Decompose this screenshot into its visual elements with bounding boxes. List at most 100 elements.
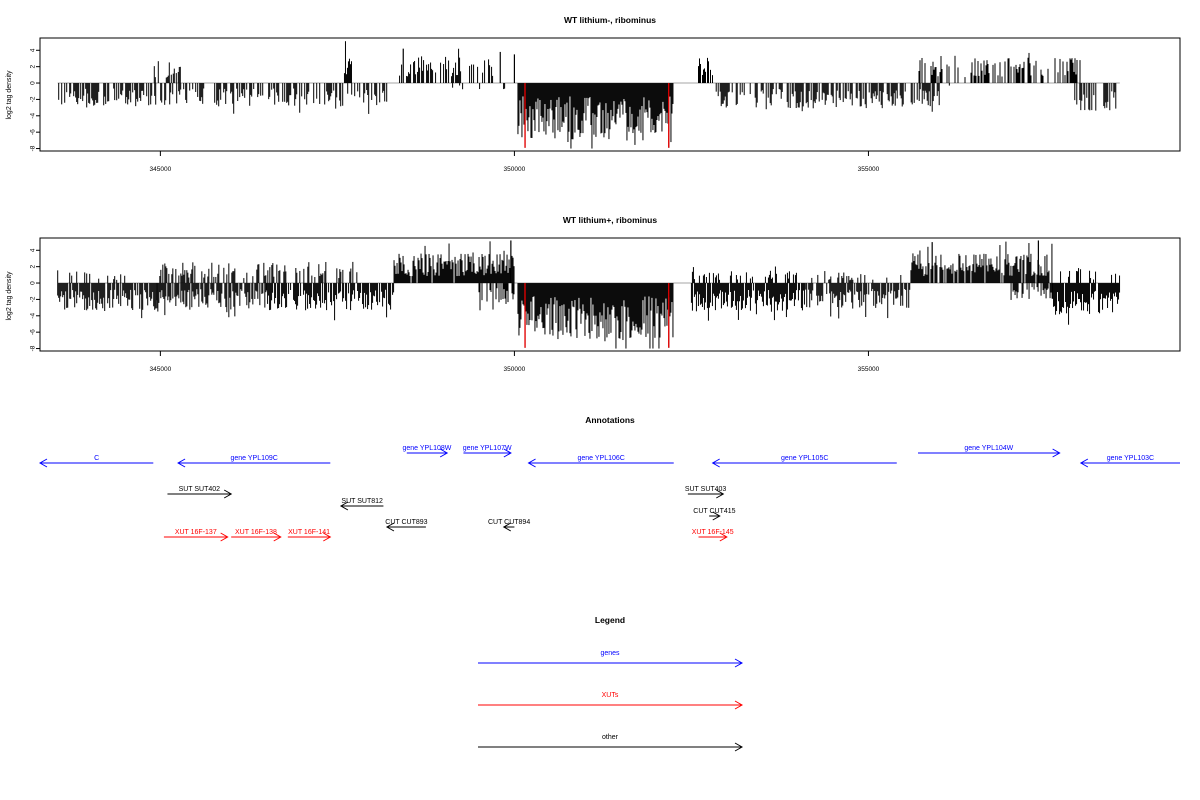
legend-label: XUTs — [602, 692, 619, 699]
coverage-panel-lithium-minus: WT lithium-, ribominus log2 tag density … — [6, 15, 1181, 173]
annotation-arrow-head — [439, 448, 449, 458]
annotation-label: SUT SUT812 — [341, 498, 383, 505]
y-axis-label: log2 tag density — [6, 70, 13, 120]
y-tick-label: -2 — [30, 96, 37, 102]
y-tick-label: -2 — [30, 296, 37, 302]
annotation-arrow-head — [220, 532, 229, 542]
y-axis-label: log2 tag density — [6, 271, 13, 321]
legend-arrow-head — [734, 742, 744, 752]
annotation-other: CUT CUT415 — [693, 508, 736, 521]
annotation-label: CUT CUT415 — [693, 508, 735, 515]
panel-title: WT lithium-, ribominus — [564, 15, 656, 25]
annotation-arrow-head — [38, 458, 48, 468]
annotation-label: gene YPL108W — [403, 445, 452, 452]
annotation-label: C — [94, 455, 99, 462]
panel-title: WT lithium+, ribominus — [563, 215, 657, 225]
legend-entry-xut: XUTs — [478, 692, 744, 710]
coverage-panel-lithium-plus: WT lithium+, ribominus log2 tag density … — [6, 215, 1181, 373]
annotation-xut: XUT 16F-138 — [231, 529, 282, 542]
annotation-gene: gene YPL104W — [918, 445, 1061, 458]
annotation-xut: XUT 16F-141 — [287, 529, 332, 542]
legend-arrow-head — [734, 700, 744, 710]
annotation-arrow-head — [716, 489, 725, 499]
annotation-label: gene YPL106C — [577, 455, 624, 462]
coverage-bars — [57, 41, 1120, 149]
annotation-label: CUT CUT894 — [488, 519, 530, 526]
annotation-gene: gene YPL105C — [711, 455, 897, 468]
x-tick-label: 355000 — [858, 366, 880, 373]
annotation-other: CUT CUT893 — [385, 519, 428, 532]
annotation-label: gene YPL107W — [463, 445, 512, 452]
annotation-other: SUT SUT403 — [685, 486, 727, 499]
annotation-xut: XUT 16F-137 — [163, 529, 229, 542]
legend-entry-gene: genes — [478, 650, 744, 668]
legend-label: other — [602, 734, 619, 741]
y-tick-label: 0 — [30, 281, 37, 285]
annotation-label: gene YPL104W — [964, 445, 1013, 452]
annotation-arrow-head — [223, 489, 233, 499]
legend-label: genes — [600, 650, 620, 657]
annotation-arrow-head — [177, 458, 186, 468]
annotation-label: gene YPL103C — [1107, 455, 1154, 462]
annotation-arrow-head — [503, 448, 512, 458]
annotation-other: SUT SUT812 — [339, 498, 384, 511]
annotation-label: gene YPL109C — [231, 455, 278, 462]
annotation-label: gene YPL105C — [781, 455, 828, 462]
y-tick-label: -4 — [30, 313, 37, 319]
legend: Legend genes XUTs other — [478, 615, 744, 752]
annotation-arrow-head — [1052, 448, 1061, 458]
x-tick-label: 355000 — [858, 166, 880, 173]
annotation-other: SUT SUT402 — [167, 486, 233, 499]
legend-entries: genes XUTs other — [478, 650, 744, 752]
annotations-title: Annotations — [585, 415, 635, 425]
annotation-xut: XUT 16F-145 — [692, 529, 734, 542]
y-tick-label: 0 — [30, 81, 37, 85]
annotation-gene: gene YPL106C — [527, 455, 674, 468]
y-tick-label: -6 — [30, 329, 37, 335]
x-tick-label: 350000 — [504, 166, 526, 173]
legend-title: Legend — [595, 615, 625, 625]
annotation-label: XUT 16F-138 — [235, 529, 277, 536]
y-tick-label: 2 — [30, 64, 37, 68]
y-tick-label: -8 — [30, 145, 37, 151]
y-tick-label: 4 — [30, 248, 37, 252]
plot-frame — [39, 237, 1181, 352]
annotation-arrow-head — [527, 458, 536, 468]
y-tick-label: 4 — [30, 48, 37, 52]
y-tick-label: -4 — [30, 113, 37, 119]
annotation-other: CUT CUT894 — [488, 519, 530, 532]
annotation-arrow-head — [719, 532, 728, 542]
annotation-label: XUT 16F-141 — [288, 529, 330, 536]
x-tick-label: 350000 — [504, 366, 526, 373]
annotation-gene: C — [38, 455, 154, 468]
annotation-gene: gene YPL109C — [177, 455, 331, 468]
annotation-label: XUT 16F-137 — [175, 529, 217, 536]
axis-ticks: -8 -6 -4 -2 0 2 4 345000 350000 355000 — [30, 248, 880, 373]
legend-entry-other: other — [478, 734, 744, 752]
axis-ticks: -8 -6 -4 -2 0 2 4 345000 350000 355000 — [30, 48, 880, 173]
annotation-label: SUT SUT402 — [179, 486, 221, 493]
coverage-bars — [57, 240, 1121, 349]
x-tick-label: 345000 — [150, 166, 172, 173]
annotation-label: SUT SUT403 — [685, 486, 727, 493]
x-tick-label: 345000 — [150, 366, 172, 373]
annotation-label: CUT CUT893 — [385, 519, 427, 526]
annotation-arrow-head — [273, 532, 282, 542]
annotation-arrow-head — [711, 458, 720, 468]
annotation-label: XUT 16F-145 — [692, 529, 734, 536]
annotation-arrow-head — [712, 511, 721, 521]
y-tick-label: -6 — [30, 129, 37, 135]
annotation-arrow-head — [323, 532, 332, 542]
y-tick-label: -8 — [30, 345, 37, 351]
annotation-gene: gene YPL107W — [463, 445, 512, 458]
legend-arrow-head — [734, 658, 744, 668]
annotation-arrow-head — [385, 522, 395, 532]
y-tick-label: 2 — [30, 264, 37, 268]
annotation-gene: gene YPL103C — [1079, 455, 1180, 468]
annotation-arrow-head — [339, 501, 349, 511]
annotation-arrow-head — [502, 522, 512, 532]
annotation-gene: gene YPL108W — [403, 445, 452, 458]
